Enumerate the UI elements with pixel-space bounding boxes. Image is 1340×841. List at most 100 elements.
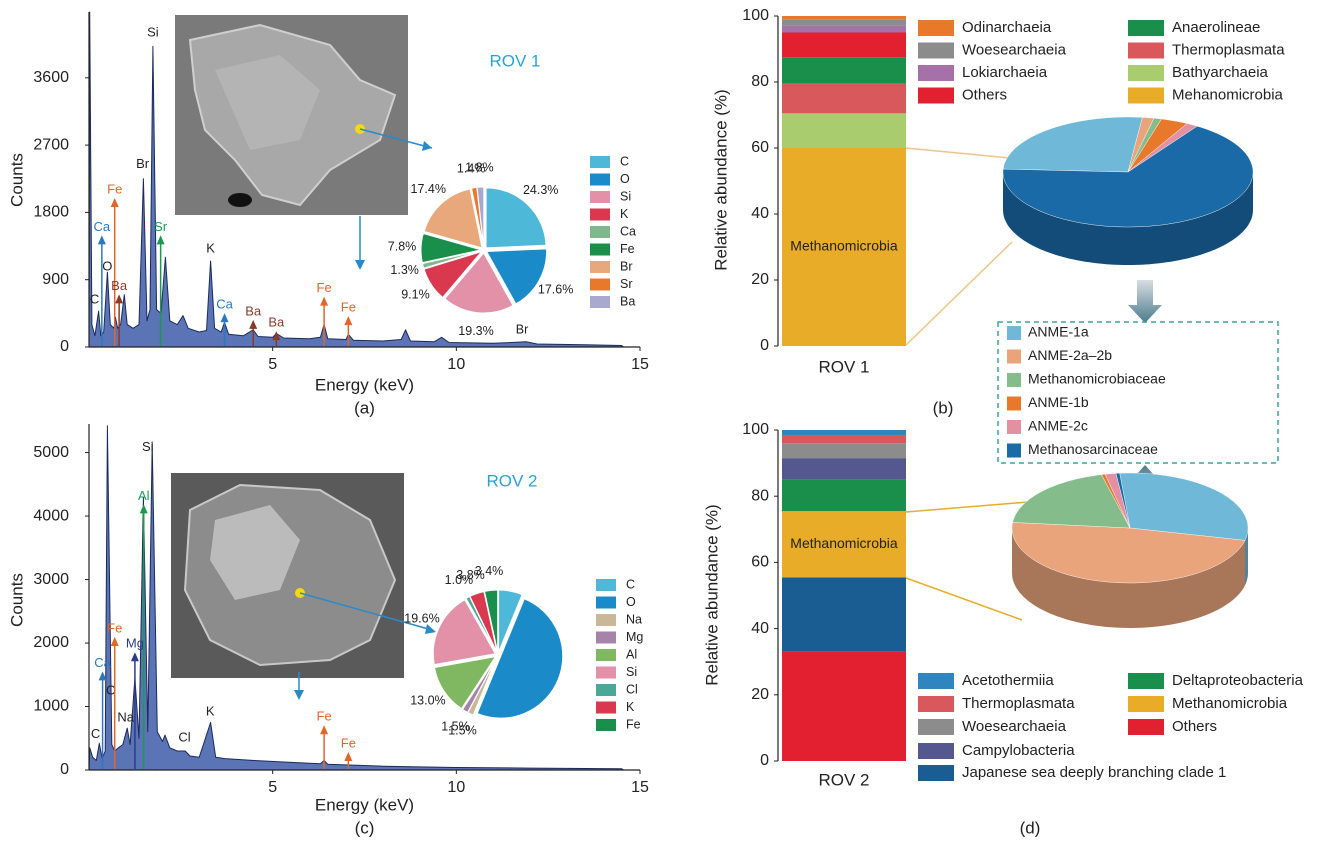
legend-swatch <box>1128 719 1164 735</box>
legend-label: Others <box>962 86 1007 103</box>
peak-arrowhead <box>344 752 352 761</box>
legend-label: Fe <box>626 717 641 731</box>
bar-segment <box>782 84 906 114</box>
panel-label: (a) <box>354 398 375 417</box>
legend-swatch <box>590 156 610 168</box>
legend-label: Lokiarchaeia <box>962 64 1048 81</box>
peak-label: Ca <box>94 655 111 670</box>
legend-swatch <box>1128 696 1164 712</box>
legend-swatch <box>918 20 954 36</box>
pie-value-label: 13.0% <box>410 694 445 708</box>
legend-swatch <box>1007 350 1021 364</box>
peak-label: Si <box>147 24 159 39</box>
legend-label: Thermoplasmata <box>962 695 1075 712</box>
panel-label: (c) <box>355 818 375 837</box>
x-tick-label: 5 <box>268 779 277 796</box>
y-axis-label: Counts <box>7 573 26 627</box>
legend-swatch <box>590 244 610 256</box>
legend-label: Campylobacteria <box>962 742 1075 759</box>
peak-label: Mg <box>126 636 144 651</box>
x-tick-label: 10 <box>447 356 465 373</box>
bar-segment <box>782 33 906 58</box>
pie-value-label: 24.3% <box>523 183 558 197</box>
legend-swatch <box>1128 20 1164 36</box>
legend-label: Mg <box>626 630 643 644</box>
y-tick-label: 3600 <box>33 69 69 86</box>
legend-label: Si <box>626 665 637 679</box>
y-tick-label: 5000 <box>33 444 69 461</box>
peak-arrowhead <box>140 504 148 513</box>
legend-swatch <box>590 279 610 291</box>
legend-label: Methanomicrobiaceae <box>1028 371 1166 387</box>
legend-label: Woesearchaeia <box>962 718 1067 735</box>
legend-label: Br <box>620 259 633 273</box>
peak-label: Ca <box>216 297 233 312</box>
peak-arrowhead <box>221 313 229 322</box>
legend-swatch <box>596 684 616 696</box>
y-tick-label: 0 <box>760 752 769 769</box>
pie-value-label: 7.8% <box>388 240 417 254</box>
legend-label: Mehanomicrobia <box>1172 86 1284 103</box>
legend-swatch <box>590 191 610 203</box>
legend-label: Others <box>1172 718 1217 735</box>
x-tick-label: 5 <box>268 356 277 373</box>
legend-label: Fe <box>620 242 635 256</box>
peak-arrowhead <box>98 235 106 244</box>
peak-arrowhead <box>111 198 119 207</box>
legend-swatch <box>1007 326 1021 340</box>
peak-label: Br <box>136 156 150 171</box>
legend-swatch <box>918 65 954 81</box>
legend-swatch <box>918 43 954 59</box>
legend-swatch <box>918 765 954 781</box>
y-tick-label: 0 <box>60 761 69 778</box>
legend-label: Methanosarcinaceae <box>1028 441 1158 457</box>
peak-label: Ca <box>94 219 111 234</box>
legend-swatch <box>596 719 616 731</box>
legend-label: Acetothermiia <box>962 672 1054 689</box>
peak-label: Fe <box>107 181 122 196</box>
legend-label: Odinarchaeia <box>962 19 1052 36</box>
legend-label: Methanomicrobia <box>1172 695 1288 712</box>
peak-label: C <box>90 291 99 306</box>
bar-segment <box>782 458 906 480</box>
peak-label: Fe <box>107 620 122 635</box>
pie-title: ROV 1 <box>489 51 540 70</box>
legend-label: Ca <box>620 224 636 238</box>
legend-swatch <box>1007 444 1021 458</box>
panel-label: (d) <box>1020 818 1041 837</box>
x-tick-label: 15 <box>631 779 649 796</box>
peak-label: Ba <box>245 303 262 318</box>
peak-arrowhead <box>344 316 352 325</box>
peak-label: Na <box>117 709 134 724</box>
legend-swatch <box>596 614 616 626</box>
legend-swatch <box>1007 420 1021 434</box>
legend-swatch <box>918 88 954 104</box>
legend-label: Sr <box>620 277 633 291</box>
y-axis-label: Relative abundance (%) <box>702 504 721 685</box>
peak-arrowhead <box>111 637 119 646</box>
peak-label: Ba <box>111 278 128 293</box>
pie-value-label: 9.1% <box>401 287 430 301</box>
bar-segment <box>782 430 906 435</box>
y-tick-label: 80 <box>751 73 769 90</box>
x-axis-label: Energy (keV) <box>315 375 414 394</box>
legend-swatch <box>918 719 954 735</box>
pie3d-slice <box>1003 117 1142 172</box>
legend-swatch <box>596 667 616 679</box>
bar-segment <box>782 435 906 443</box>
y-tick-label: 100 <box>742 7 769 24</box>
peak-arrowhead <box>320 297 328 306</box>
pie-value-label: 17.4% <box>411 182 446 196</box>
legend-label: Woesearchaeia <box>962 41 1067 58</box>
y-tick-label: 100 <box>742 421 769 438</box>
pie-title: ROV 2 <box>486 471 537 490</box>
legend-swatch <box>590 174 610 186</box>
peak-label: Ba <box>268 315 285 330</box>
x-tick-label: 10 <box>447 779 465 796</box>
pie-value-label: 1.3% <box>390 263 419 277</box>
legend-label: Al <box>626 647 637 661</box>
y-axis-label: Relative abundance (%) <box>711 89 730 270</box>
bar-segment <box>782 19 906 26</box>
pie-value-label: 1.5% <box>441 720 470 734</box>
figure: 090018002700360051015Energy (keV)Counts(… <box>0 0 1340 841</box>
